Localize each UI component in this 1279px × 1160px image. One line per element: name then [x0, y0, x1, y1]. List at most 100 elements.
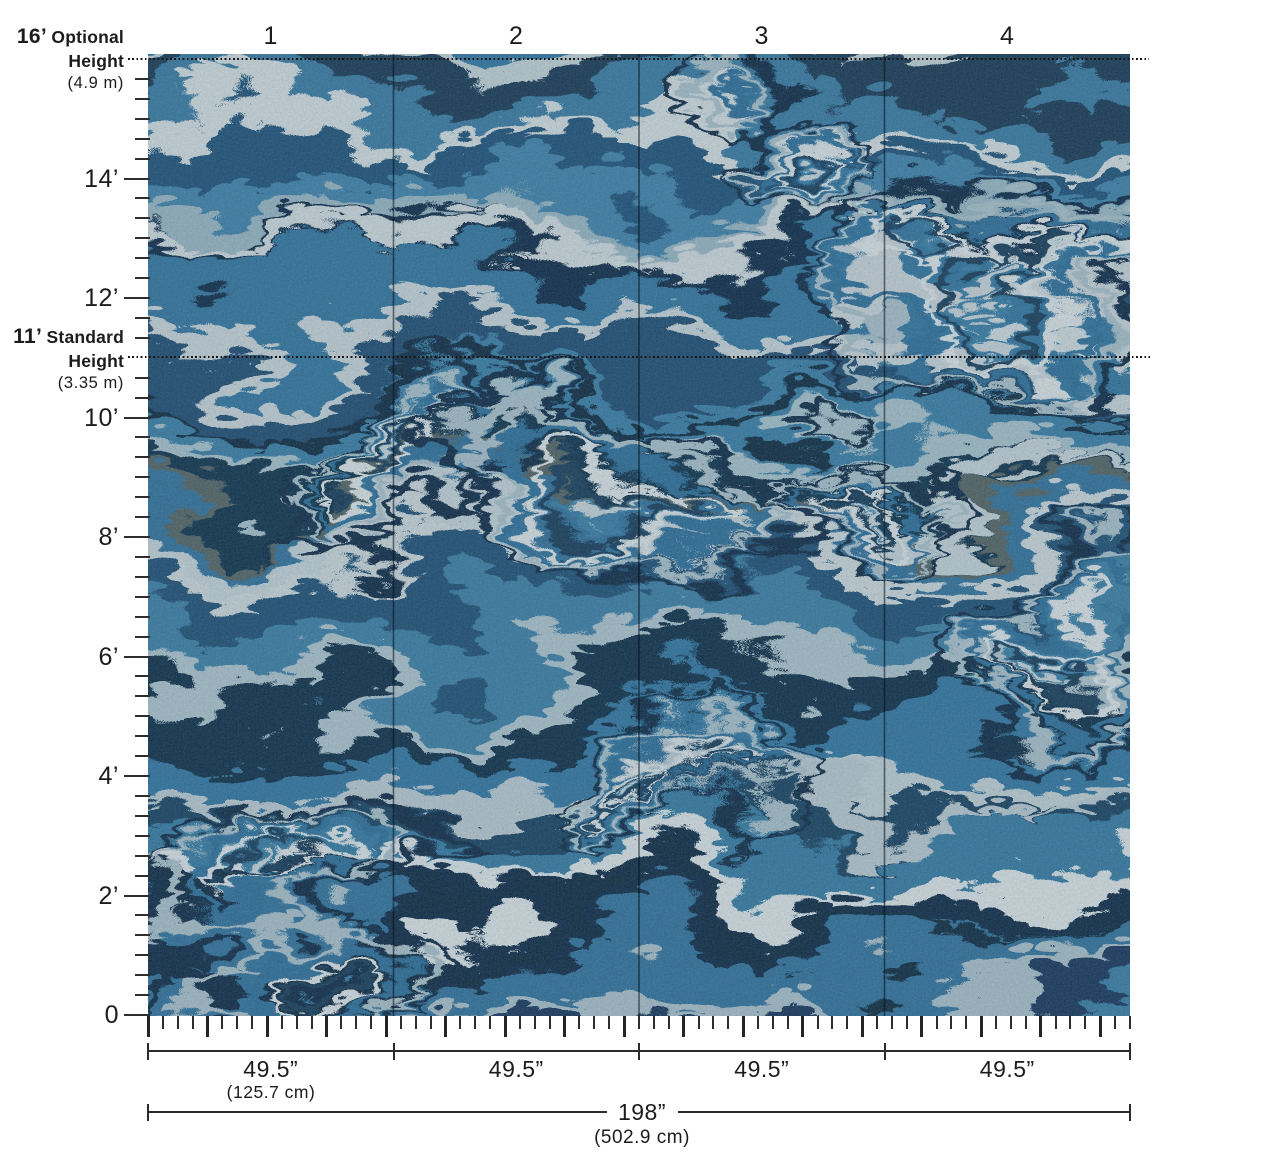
- horizontal-ruler-tick: [399, 1016, 402, 1029]
- horizontal-ruler-tick: [667, 1016, 670, 1029]
- standard-height-line1: 11’ Standard: [0, 326, 124, 350]
- horizontal-ruler-tick: [191, 1016, 194, 1029]
- horizontal-ruler-tick: [1114, 1016, 1117, 1029]
- total-width-label: 198”: [617, 1099, 667, 1125]
- horizontal-ruler-tick: [831, 1016, 834, 1029]
- horizontal-ruler-tick: [935, 1016, 938, 1029]
- horizontal-ruler-tick: [860, 1016, 864, 1037]
- vertical-ruler-tick: [124, 1014, 150, 1016]
- vertical-ruler-label: 4’: [98, 762, 119, 790]
- horizontal-ruler-tick: [146, 1016, 150, 1037]
- horizontal-ruler-tick: [638, 1016, 640, 1029]
- horizontal-ruler-tick: [846, 1016, 849, 1029]
- horizontal-ruler-tick: [876, 1016, 879, 1029]
- horizontal-ruler-tick: [533, 1016, 536, 1029]
- vertical-ruler-tick: [135, 336, 150, 339]
- vertical-ruler-tick: [135, 994, 150, 997]
- horizontal-ruler-tick: [459, 1016, 462, 1029]
- horizontal-ruler-tick: [503, 1016, 507, 1037]
- vertical-ruler-tick: [135, 555, 150, 558]
- vertical-ruler-tick: [135, 516, 150, 519]
- horizontal-ruler-tick: [474, 1016, 477, 1029]
- vertical-ruler-tick: [135, 615, 150, 618]
- optional-height-dotted-line: [128, 58, 1149, 60]
- panel-width-label: 49.5”: [488, 1056, 544, 1082]
- vertical-ruler-tick: [124, 416, 150, 419]
- horizontal-ruler-tick: [771, 1016, 774, 1029]
- vertical-ruler-tick: [135, 974, 150, 977]
- vertical-ruler-tick: [135, 675, 150, 678]
- horizontal-ruler-tick: [310, 1016, 313, 1029]
- vertical-ruler-tick: [135, 197, 150, 200]
- horizontal-ruler-tick: [1069, 1016, 1072, 1029]
- horizontal-ruler-tick: [563, 1016, 567, 1037]
- horizontal-ruler-tick: [518, 1016, 521, 1029]
- standard-height-metric: (3.35 m): [57, 374, 124, 392]
- panel-width-dimension-cap: [1129, 1043, 1131, 1060]
- horizontal-ruler-tick: [444, 1016, 448, 1037]
- horizontal-ruler-tick: [370, 1016, 373, 1029]
- horizontal-ruler-tick: [1129, 1016, 1131, 1029]
- vertical-ruler-tick: [135, 137, 150, 140]
- panel-seam-line: [392, 54, 395, 1016]
- optional-height-annotation: 16’ Optional Height (4.9 m): [0, 26, 124, 94]
- horizontal-ruler-tick: [1009, 1016, 1012, 1029]
- vertical-ruler-tick: [124, 655, 150, 658]
- vertical-ruler-tick: [124, 775, 150, 777]
- panel-width-label: 49.5”: [734, 1056, 790, 1082]
- vertical-ruler-tick: [135, 635, 150, 638]
- vertical-ruler-label: 8’: [98, 523, 119, 551]
- vertical-ruler-tick: [135, 277, 150, 280]
- horizontal-ruler-tick: [741, 1016, 745, 1037]
- vertical-ruler-tick: [124, 894, 150, 897]
- vertical-ruler-tick: [135, 695, 150, 698]
- panel-number: 3: [754, 22, 769, 50]
- horizontal-ruler-tick: [221, 1016, 224, 1029]
- vertical-ruler-tick: [135, 735, 150, 738]
- vertical-ruler-tick: [135, 854, 150, 857]
- horizontal-ruler-tick: [727, 1016, 730, 1029]
- horizontal-ruler-tick: [950, 1016, 953, 1029]
- vertical-ruler-tick: [135, 436, 150, 439]
- standard-height-qualifier: Standard: [46, 327, 124, 347]
- total-width-cap-left: [147, 1104, 149, 1121]
- standard-height-word: Height: [68, 351, 124, 371]
- horizontal-ruler-tick: [1084, 1016, 1087, 1029]
- horizontal-ruler-tick: [236, 1016, 239, 1029]
- vertical-ruler-label: 14’: [84, 164, 119, 193]
- vertical-ruler-label: 0: [104, 1001, 119, 1029]
- horizontal-ruler-tick: [251, 1016, 254, 1029]
- vertical-ruler-label: 12’: [84, 284, 119, 312]
- standard-height-dotted-line: [128, 356, 1150, 358]
- horizontal-ruler-tick: [1024, 1016, 1027, 1029]
- vertical-ruler-tick: [135, 157, 150, 160]
- horizontal-ruler-tick: [995, 1016, 998, 1029]
- vertical-ruler-tick: [124, 536, 150, 538]
- total-width-dimension-line-right: [678, 1111, 1130, 1113]
- panel-seam-line: [883, 54, 886, 1016]
- panel-number: 2: [509, 22, 524, 50]
- mural-preview: [148, 54, 1130, 1016]
- horizontal-ruler-tick: [355, 1016, 358, 1029]
- vertical-ruler-tick: [135, 575, 150, 578]
- horizontal-ruler-tick: [682, 1016, 686, 1037]
- vertical-ruler-tick: [135, 874, 150, 877]
- standard-height-feet: 11’: [13, 325, 43, 348]
- horizontal-ruler-tick: [608, 1016, 611, 1029]
- vertical-ruler-label: 10’: [84, 403, 119, 432]
- panel-width-cm-label: (125.7 cm): [226, 1082, 316, 1102]
- optional-height-line1: 16’ Optional: [0, 26, 124, 50]
- horizontal-ruler-tick: [548, 1016, 551, 1029]
- horizontal-ruler-tick: [176, 1016, 179, 1029]
- standard-height-annotation: 11’ Standard Height (3.35 m): [0, 326, 124, 394]
- horizontal-ruler-tick: [697, 1016, 700, 1029]
- horizontal-ruler-tick: [206, 1016, 209, 1037]
- optional-height-qualifier: Optional: [51, 27, 124, 47]
- horizontal-ruler-tick: [652, 1016, 655, 1029]
- optional-height-feet: 16’: [16, 25, 47, 48]
- horizontal-ruler-tick: [429, 1016, 432, 1029]
- marble-texture: [148, 54, 1130, 1016]
- horizontal-ruler-tick: [161, 1016, 164, 1029]
- horizontal-ruler-tick: [1039, 1016, 1043, 1037]
- horizontal-ruler-tick: [1098, 1016, 1102, 1037]
